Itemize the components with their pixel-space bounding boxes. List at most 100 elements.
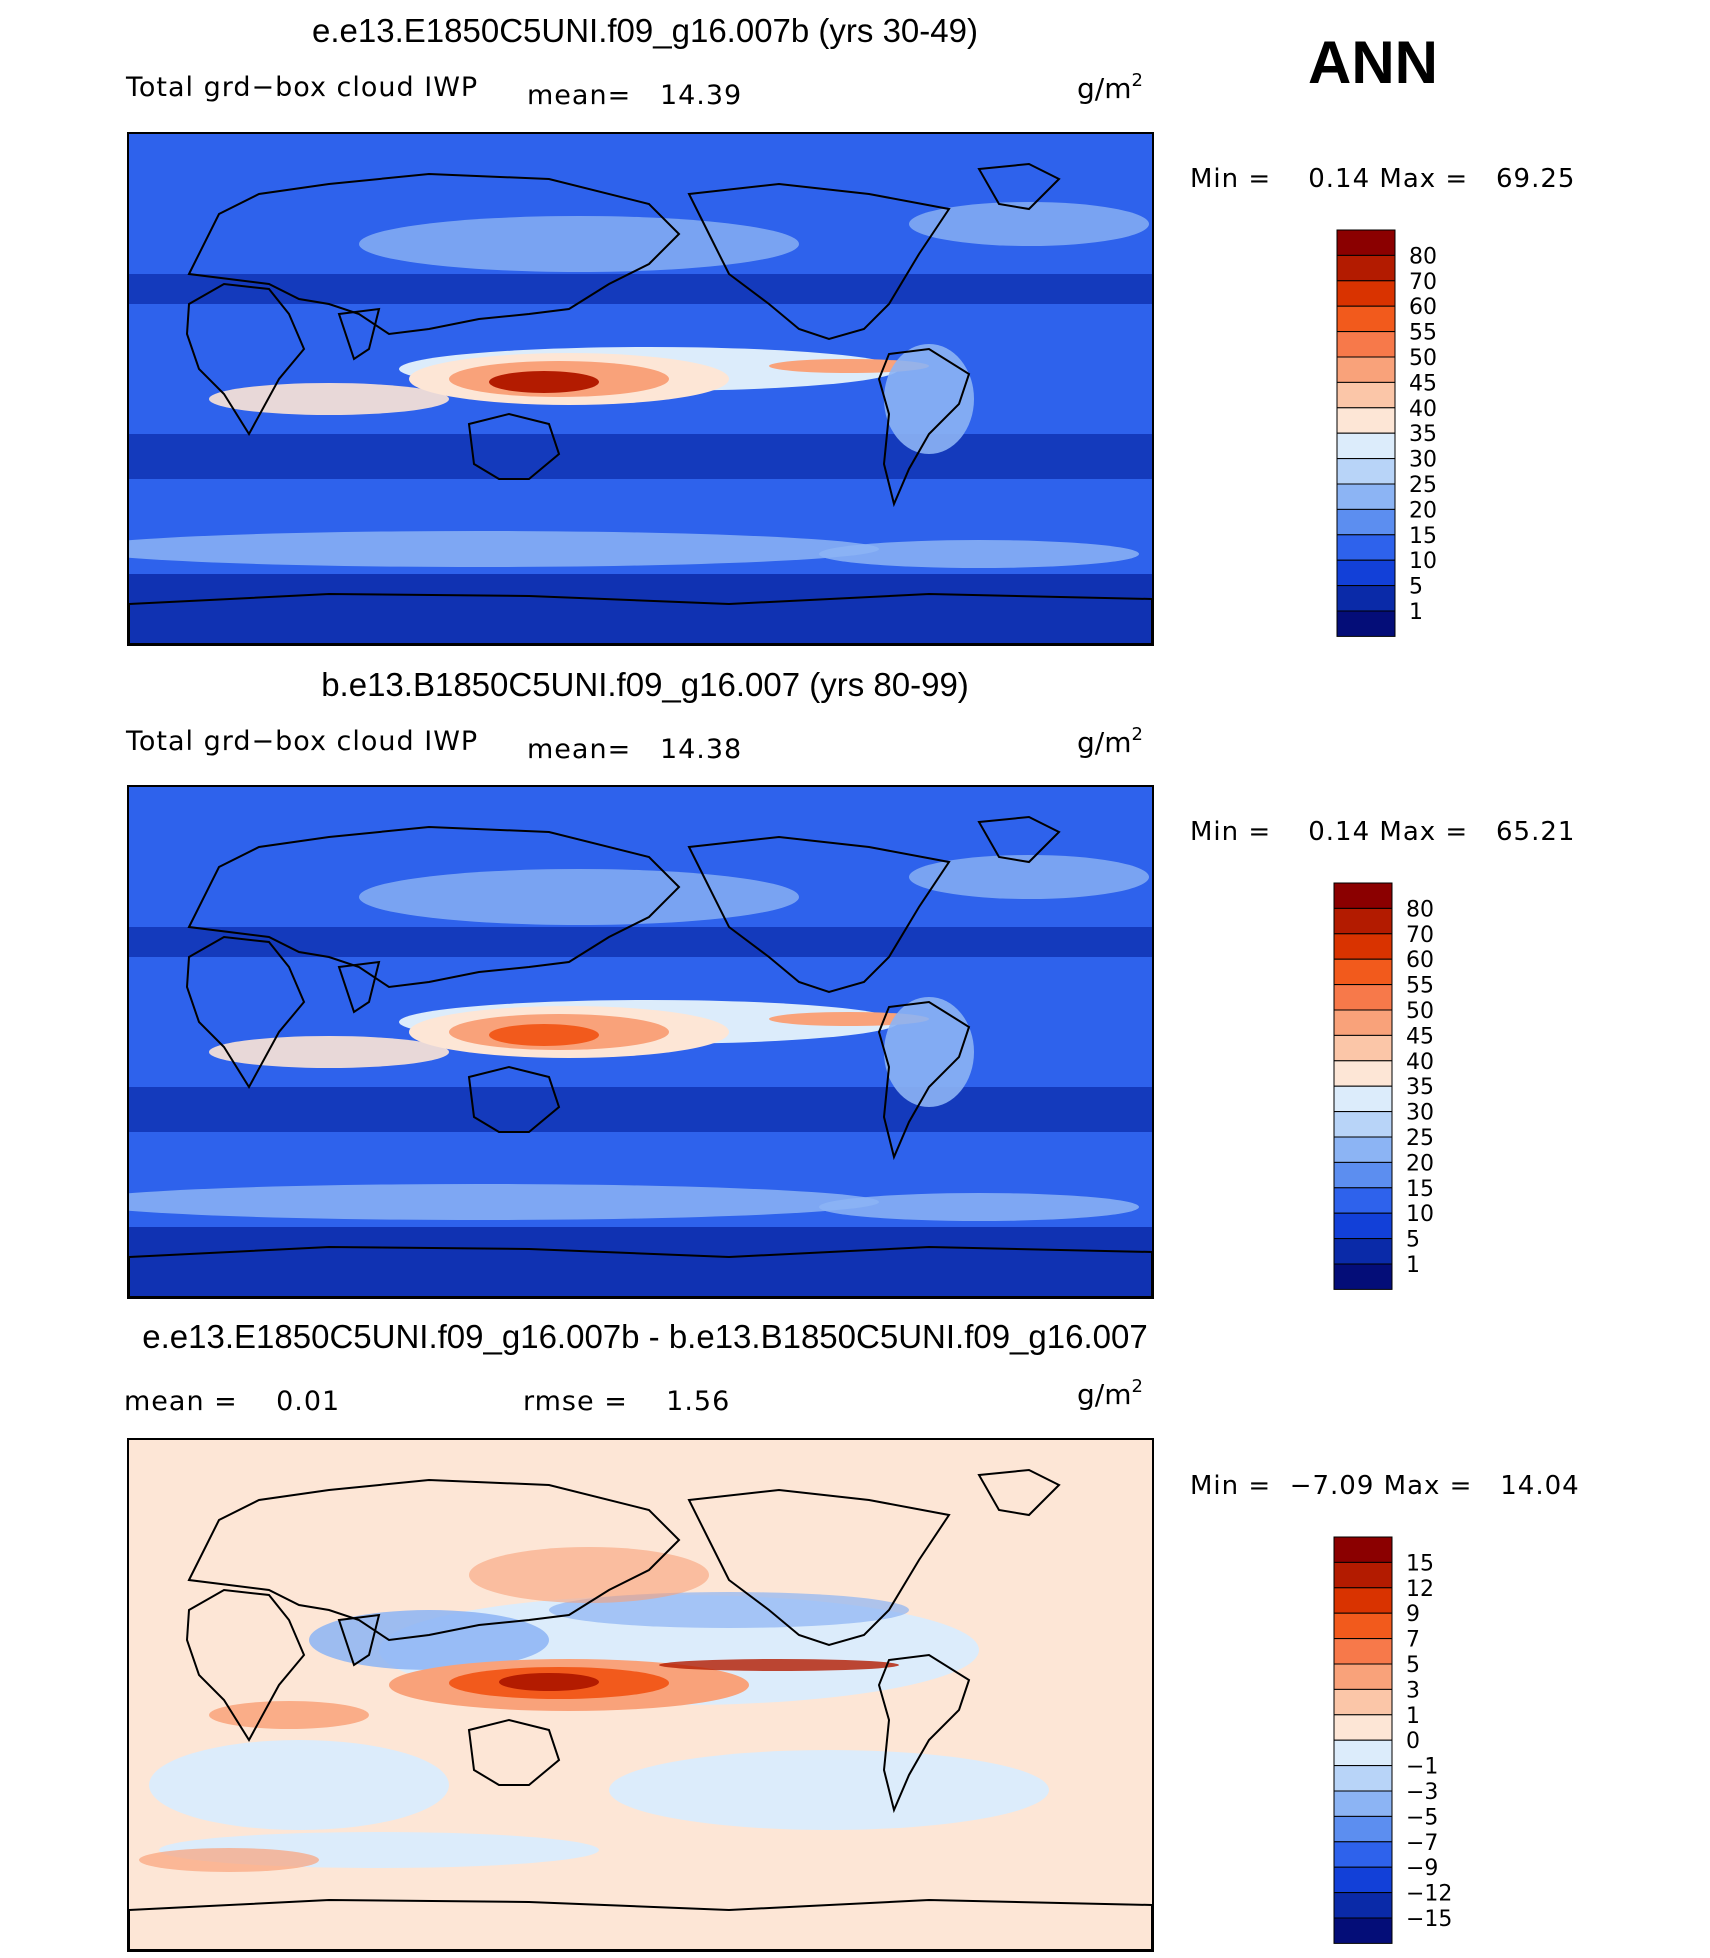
colorbar-swatch — [1336, 305, 1396, 333]
map-contour — [129, 434, 1152, 479]
map-contour — [884, 344, 974, 454]
colorbar-swatch — [1336, 508, 1396, 536]
colorbar-label: 9 — [1406, 1602, 1420, 1627]
panel-title: b.e13.B1850C5UNI.f09_g16.007 (yrs 80-99) — [321, 666, 969, 703]
colorbar-label: 50 — [1409, 346, 1437, 371]
colorbar-swatch — [1333, 882, 1393, 909]
colorbar-swatch — [1333, 1161, 1393, 1189]
colorbar-swatch — [1333, 1009, 1393, 1036]
colorbar-label: 70 — [1409, 270, 1437, 295]
map-contour — [609, 1750, 1049, 1830]
colorbar-label: 1 — [1406, 1253, 1420, 1278]
colorbar-label: 80 — [1406, 897, 1434, 922]
colorbar-label: −15 — [1406, 1907, 1452, 1932]
panel-title: e.e13.E1850C5UNI.f09_g16.007b - b.e13.B1… — [142, 1318, 1148, 1355]
colorbar-label: −3 — [1406, 1780, 1438, 1805]
colorbar-swatch — [1333, 958, 1393, 986]
colorbar-swatch — [1333, 1263, 1393, 1290]
colorbar-label: 55 — [1406, 974, 1434, 999]
colorbar-label: 55 — [1409, 321, 1437, 346]
colorbar-label: −9 — [1406, 1856, 1438, 1881]
colorbar-swatch — [1333, 1561, 1393, 1589]
coastline — [337, 960, 381, 1014]
colorbar-swatch — [1333, 1892, 1393, 1919]
colorbar-swatch — [1336, 559, 1396, 587]
colorbar-label: 40 — [1406, 1050, 1434, 1075]
colorbar-swatch — [1333, 984, 1393, 1011]
colorbar-label: 15 — [1406, 1177, 1434, 1202]
map-plot — [127, 1438, 1154, 1952]
colorbar-swatch — [1336, 534, 1396, 561]
units-label: g/m2 — [1077, 724, 1143, 759]
colorbar-swatch — [1336, 280, 1396, 307]
coastline — [977, 162, 1061, 211]
map-contour — [129, 1184, 879, 1220]
coastline — [877, 1653, 971, 1814]
coastline — [129, 592, 1152, 644]
coastline — [337, 1613, 381, 1667]
colorbar-label: 10 — [1406, 1202, 1434, 1227]
colorbar-label: 5 — [1409, 575, 1423, 600]
map-contour — [149, 1740, 449, 1830]
colorbar-swatch — [1336, 585, 1396, 612]
colorbar-label: 15 — [1406, 1551, 1434, 1576]
map-contour — [659, 1659, 899, 1671]
colorbar-swatch — [1333, 1187, 1393, 1214]
colorbar-label: 15 — [1409, 524, 1437, 549]
mean-stat: mean = 0.01 — [124, 1386, 341, 1417]
colorbar-swatch — [1333, 1612, 1393, 1640]
map-contour — [499, 1673, 599, 1691]
colorbar-label: 70 — [1406, 923, 1434, 948]
mean-stat: mean= 14.38 — [527, 734, 743, 765]
colorbar-label: −5 — [1406, 1805, 1438, 1830]
colorbar-label: 35 — [1409, 422, 1437, 447]
map-contour — [909, 855, 1149, 899]
colorbar-swatch — [1333, 1714, 1393, 1741]
colorbar-label: 25 — [1409, 473, 1437, 498]
colorbar-swatch — [1333, 1111, 1393, 1138]
map-field — [129, 787, 1152, 1297]
colorbar-swatch — [1333, 1841, 1393, 1868]
map-field — [129, 1440, 1152, 1950]
map-contour — [469, 1547, 709, 1603]
colorbar-swatch — [1333, 1034, 1393, 1062]
colorbar-swatch — [1333, 1688, 1393, 1716]
colorbar-swatch — [1336, 407, 1396, 434]
colorbar-swatch — [1333, 933, 1393, 960]
map-contour — [909, 202, 1149, 246]
coastline — [467, 1718, 561, 1786]
colorbar-swatch — [1333, 1238, 1393, 1265]
min-max-stat: Min = 0.14 Max = 65.21 — [1190, 817, 1576, 847]
map-contour — [769, 359, 929, 373]
colorbar-label: 0 — [1406, 1729, 1420, 1754]
panel-title: e.e13.E1850C5UNI.f09_g16.007b (yrs 30-49… — [312, 12, 978, 49]
colorbar-swatch — [1333, 1790, 1393, 1817]
coastline — [467, 1065, 561, 1133]
colorbar-label: 40 — [1409, 397, 1437, 422]
coastline — [467, 412, 561, 480]
colorbar-label: 10 — [1409, 549, 1437, 574]
colorbar-swatch — [1336, 229, 1396, 256]
colorbar-swatch — [1333, 1085, 1393, 1113]
colorbar-swatch — [1336, 458, 1396, 485]
variable-label: Total grd−box cloud IWP — [126, 72, 479, 103]
colorbar: 80 70 60 55 50 45 40 35 30 25 20 15 10 5 1 — [1333, 882, 1454, 1293]
colorbar-swatch — [1336, 483, 1396, 510]
map-contour — [129, 1087, 1152, 1132]
colorbar-label: −1 — [1406, 1755, 1438, 1780]
colorbar-swatch — [1333, 1060, 1393, 1087]
map-contour — [769, 1012, 929, 1026]
map-plot — [127, 785, 1154, 1299]
colorbar-label: 45 — [1409, 371, 1437, 396]
colorbar-swatch — [1333, 1815, 1393, 1843]
coastline — [337, 307, 381, 361]
map-contour — [819, 540, 1139, 568]
units-label: g/m2 — [1077, 1376, 1143, 1411]
min-max-stat: Min = 0.14 Max = 69.25 — [1190, 164, 1576, 194]
map-contour — [209, 1701, 369, 1729]
colorbar-swatch — [1333, 1663, 1393, 1690]
coastline — [877, 347, 971, 508]
coastline — [187, 172, 681, 336]
coastline — [129, 1245, 1152, 1297]
coastline — [185, 282, 306, 436]
